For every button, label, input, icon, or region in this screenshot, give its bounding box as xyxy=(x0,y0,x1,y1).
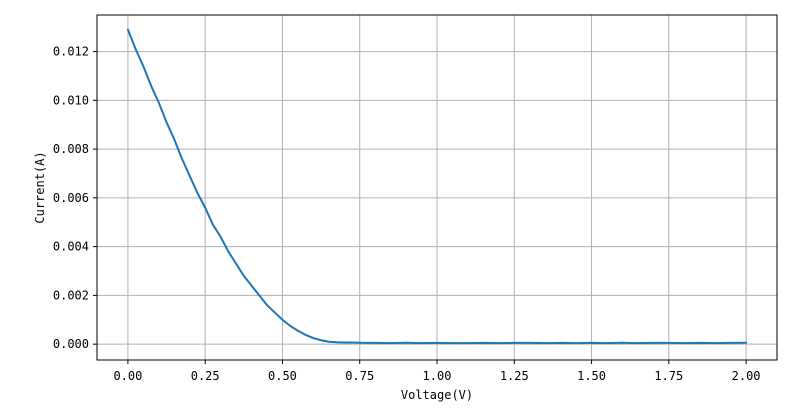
data-point xyxy=(436,342,438,344)
data-point xyxy=(714,342,716,344)
grid-lines xyxy=(97,15,777,360)
data-point xyxy=(312,337,315,339)
data-point xyxy=(559,342,562,344)
data-point xyxy=(235,262,237,265)
data-point xyxy=(606,342,608,344)
data-point xyxy=(212,223,214,226)
x-axis-label: Voltage(V) xyxy=(401,388,473,402)
data-point xyxy=(158,101,160,104)
data-point xyxy=(320,339,322,342)
y-tick-label: 0.008 xyxy=(53,142,89,156)
data-point xyxy=(227,250,230,253)
data-point xyxy=(729,342,732,344)
data-point xyxy=(652,342,655,344)
data-point xyxy=(482,342,485,344)
data-point xyxy=(544,342,546,344)
data-point xyxy=(258,294,261,297)
plot-series xyxy=(126,28,748,345)
data-point xyxy=(374,342,376,344)
data-point xyxy=(134,48,137,50)
data-point xyxy=(173,138,176,141)
x-tick-label: 0.00 xyxy=(113,369,142,383)
x-tick-label: 0.25 xyxy=(191,369,220,383)
y-tick-label: 0.004 xyxy=(53,240,89,254)
data-point xyxy=(683,342,686,344)
data-point xyxy=(181,158,183,160)
data-point xyxy=(745,341,747,344)
x-tick-label: 0.50 xyxy=(268,369,297,383)
data-point xyxy=(498,342,500,344)
data-point xyxy=(297,329,299,332)
data-point xyxy=(358,341,361,344)
data-point xyxy=(637,342,639,344)
data-point xyxy=(621,341,624,344)
data-point xyxy=(243,275,245,277)
data-point xyxy=(273,311,276,314)
x-tick-label: 1.50 xyxy=(577,369,606,383)
data-point xyxy=(668,342,670,344)
data-point xyxy=(405,341,407,344)
data-point xyxy=(467,342,469,344)
data-point xyxy=(281,318,284,321)
data-point xyxy=(304,334,307,336)
data-point xyxy=(204,206,206,209)
data-point xyxy=(528,342,531,344)
x-tick-label: 1.75 xyxy=(654,369,683,383)
data-point xyxy=(266,304,268,306)
x-tick-label: 1.00 xyxy=(423,369,452,383)
data-point xyxy=(575,342,577,344)
data-point xyxy=(150,84,152,87)
data-point xyxy=(513,342,516,344)
data-point xyxy=(127,28,129,31)
y-tick-label: 0.010 xyxy=(53,93,89,107)
y-tick-label: 0.000 xyxy=(53,337,89,351)
data-point xyxy=(328,340,330,343)
data-point xyxy=(219,236,222,238)
data-point xyxy=(188,175,191,177)
data-point xyxy=(142,65,145,67)
x-axis-ticks: 0.00 0.25 0.50 0.75 1.00 1.25 1.50 1.75 2.00 xyxy=(113,360,761,383)
data-point xyxy=(335,341,338,344)
y-tick-label: 0.006 xyxy=(53,191,89,205)
x-tick-label: 0.75 xyxy=(345,369,374,383)
x-tick-label: 1.25 xyxy=(500,369,529,383)
x-tick-label: 2.00 xyxy=(732,369,761,383)
y-tick-label: 0.012 xyxy=(53,45,89,59)
data-point xyxy=(420,342,423,344)
data-point xyxy=(389,342,392,344)
y-tick-label: 0.002 xyxy=(53,288,89,302)
y-axis-label: Current(A) xyxy=(33,151,47,223)
data-point xyxy=(289,325,291,327)
y-axis-ticks: 0.000 0.002 0.004 0.006 0.008 0.010 0.012 xyxy=(53,45,97,351)
data-point xyxy=(366,342,369,344)
data-point xyxy=(351,341,353,344)
data-point xyxy=(250,284,253,287)
data-point xyxy=(343,341,346,344)
data-point xyxy=(698,342,701,344)
data-point xyxy=(590,342,593,344)
data-point xyxy=(196,192,199,194)
data-point xyxy=(165,121,168,124)
data-point xyxy=(451,342,454,344)
